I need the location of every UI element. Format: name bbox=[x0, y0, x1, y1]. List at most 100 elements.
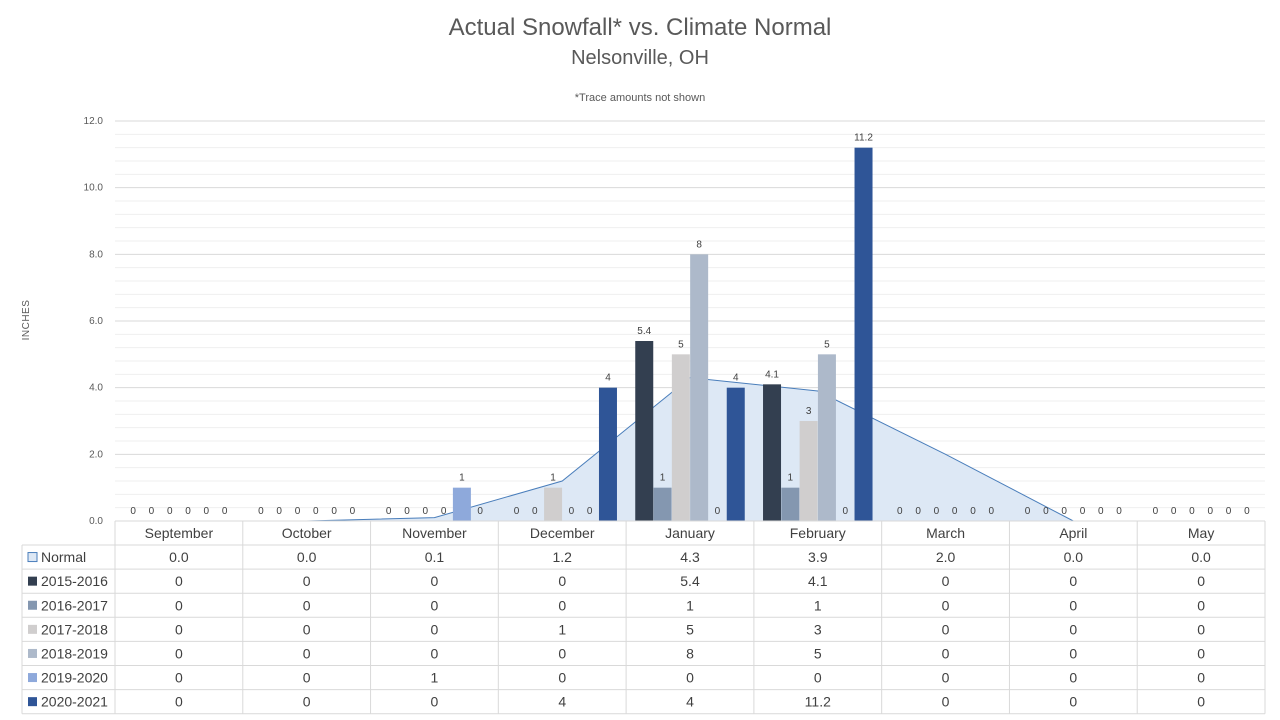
table-cell: 0 bbox=[1069, 694, 1077, 710]
table-header-cell: November bbox=[402, 525, 467, 541]
bar-data-label: 1 bbox=[788, 473, 794, 484]
table-cell: 0 bbox=[175, 645, 183, 661]
table-cell: 0 bbox=[942, 573, 950, 589]
table-cell: 5.4 bbox=[680, 573, 700, 589]
bar-data-label: 5 bbox=[824, 339, 830, 350]
bar-data-label: 0 bbox=[276, 506, 282, 517]
table-cell: 0 bbox=[303, 645, 311, 661]
table-row-name: 2018-2019 bbox=[41, 645, 108, 661]
bar bbox=[653, 487, 672, 521]
table-cell: 0 bbox=[175, 670, 183, 686]
table-cell: 1 bbox=[558, 621, 566, 637]
table-cell: 4.3 bbox=[680, 549, 700, 565]
bar-data-label: 8 bbox=[696, 239, 702, 250]
bar-data-label: 0 bbox=[934, 506, 940, 517]
legend-key bbox=[28, 673, 37, 683]
bar-data-label: 0 bbox=[331, 506, 337, 517]
bar-data-label: 0 bbox=[1061, 506, 1067, 517]
bar bbox=[781, 487, 800, 521]
table-cell: 0 bbox=[175, 694, 183, 710]
table-cell: 0 bbox=[686, 670, 694, 686]
table-cell: 4 bbox=[686, 694, 694, 710]
table-header-cell: October bbox=[282, 525, 332, 541]
bar-data-label: 0 bbox=[897, 506, 903, 517]
legend-key bbox=[28, 600, 37, 610]
bar-data-label: 0 bbox=[569, 506, 575, 517]
bar-data-label: 0 bbox=[1226, 506, 1232, 517]
y-tick-label: 12.0 bbox=[84, 116, 104, 127]
bar bbox=[854, 147, 873, 521]
bar-data-label: 0 bbox=[185, 506, 191, 517]
bar-data-label: 3 bbox=[806, 406, 812, 417]
bar bbox=[598, 387, 617, 521]
table-cell: 2.0 bbox=[936, 549, 956, 565]
table-cell: 11.2 bbox=[805, 694, 831, 710]
y-axis-ticks: 0.0 2.0 4.0 6.0 8.0 10.0 12.0 bbox=[84, 116, 104, 527]
table-cell: 5 bbox=[686, 621, 694, 637]
table-cell: 0 bbox=[1197, 694, 1205, 710]
table-cell: 0 bbox=[431, 621, 439, 637]
table-cell: 0 bbox=[814, 670, 822, 686]
table-cell: 8 bbox=[686, 645, 694, 661]
table-row-name: 2015-2016 bbox=[41, 573, 108, 589]
legend-key bbox=[28, 624, 37, 634]
bar-data-label: 0 bbox=[842, 506, 848, 517]
table-cell: 0 bbox=[175, 621, 183, 637]
table-cell: 3.9 bbox=[808, 549, 828, 565]
bar-data-label: 4 bbox=[605, 373, 611, 384]
table-header-cell: March bbox=[926, 525, 965, 541]
normal-area-fill bbox=[178, 377, 1202, 521]
legend-key bbox=[28, 648, 37, 658]
bar bbox=[635, 341, 654, 521]
table-cell: 0 bbox=[942, 621, 950, 637]
bar bbox=[726, 387, 745, 521]
bar-data-label: 0 bbox=[204, 506, 210, 517]
table-header-cell: September bbox=[145, 525, 214, 541]
bar bbox=[690, 254, 709, 522]
y-axis-label: INCHES bbox=[21, 300, 32, 341]
table-cell: 0 bbox=[1197, 573, 1205, 589]
table-cell: 0 bbox=[431, 573, 439, 589]
bar-data-label: 0 bbox=[514, 506, 520, 517]
chart-note: *Trace amounts not shown bbox=[575, 92, 705, 104]
bar-data-label: 0 bbox=[915, 506, 921, 517]
chart-title: Actual Snowfall* vs. Climate Normal bbox=[449, 14, 832, 41]
bar-data-label: 0 bbox=[1025, 506, 1031, 517]
table-cell: 0 bbox=[1197, 621, 1205, 637]
bar-data-label: 0 bbox=[222, 506, 228, 517]
table-cell: 0 bbox=[431, 694, 439, 710]
table-cell: 0 bbox=[1197, 597, 1205, 613]
bar-data-label: 0 bbox=[350, 506, 356, 517]
table-cell: 5 bbox=[814, 645, 822, 661]
normal-area-series bbox=[178, 377, 1202, 522]
gridlines bbox=[115, 120, 1265, 522]
table-header-cell: April bbox=[1059, 525, 1087, 541]
bar-data-label: 0 bbox=[1244, 506, 1250, 517]
normal-area-line bbox=[178, 377, 1202, 522]
bar-data-label: 5.4 bbox=[637, 326, 651, 337]
y-tick-label: 2.0 bbox=[89, 449, 103, 460]
bar-data-label: 1 bbox=[660, 473, 666, 484]
table-row-name: 2017-2018 bbox=[41, 621, 108, 637]
y-tick-label: 6.0 bbox=[89, 316, 103, 327]
bar-data-label: 11.2 bbox=[854, 133, 873, 144]
bar-data-label: 0 bbox=[258, 506, 264, 517]
bar-data-label: 0 bbox=[587, 506, 593, 517]
bar bbox=[452, 487, 471, 521]
bar-data-label: 0 bbox=[1098, 506, 1104, 517]
bar-data-label: 0 bbox=[1189, 506, 1195, 517]
table-cell: 0.0 bbox=[1191, 549, 1211, 565]
bar-data-label: 0 bbox=[149, 506, 155, 517]
bar-data-label: 0 bbox=[404, 506, 410, 517]
table-cell: 0 bbox=[942, 597, 950, 613]
table-cell: 0 bbox=[942, 694, 950, 710]
table-cell: 0 bbox=[175, 573, 183, 589]
bar bbox=[671, 354, 690, 521]
table-cell: 0 bbox=[303, 573, 311, 589]
bar-data-label: 1 bbox=[459, 473, 465, 484]
table-header-cell: December bbox=[530, 525, 595, 541]
bar-data-label: 0 bbox=[386, 506, 392, 517]
bar-data-label: 0 bbox=[441, 506, 447, 517]
bar-data-label: 0 bbox=[715, 506, 721, 517]
